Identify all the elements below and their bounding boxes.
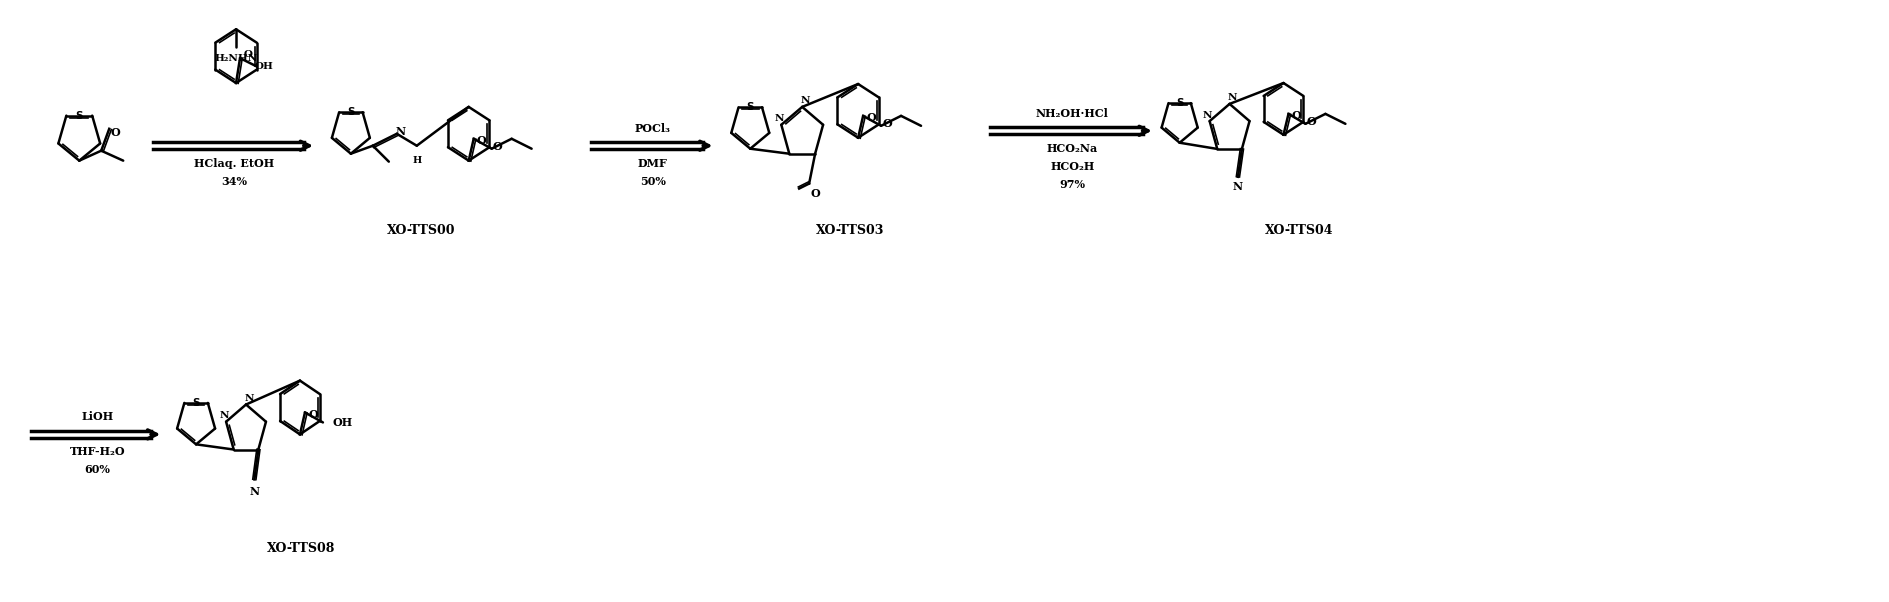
Text: HCO₂Na: HCO₂Na	[1047, 143, 1098, 154]
Text: O: O	[882, 119, 892, 129]
Text: S: S	[746, 102, 754, 113]
Text: O: O	[1305, 116, 1315, 128]
Text: THF-H₂O: THF-H₂O	[70, 446, 125, 458]
Text: O: O	[1290, 110, 1302, 122]
Text: XO-TTS04: XO-TTS04	[1264, 224, 1334, 237]
Text: 34%: 34%	[221, 176, 247, 187]
Text: N: N	[774, 114, 784, 123]
Text: NH₂OH·HCl: NH₂OH·HCl	[1035, 108, 1109, 119]
Text: N: N	[1228, 93, 1237, 102]
Text: N: N	[219, 411, 229, 420]
Text: N: N	[801, 96, 810, 105]
Text: HClaq. EtOH: HClaq. EtOH	[195, 158, 274, 169]
Text: O: O	[865, 113, 875, 123]
Text: O: O	[244, 49, 253, 58]
Text: N: N	[249, 486, 259, 497]
Text: S: S	[193, 398, 200, 408]
Text: XO-TTS00: XO-TTS00	[387, 224, 455, 237]
Text: OH: OH	[255, 61, 274, 70]
Text: XO-TTS08: XO-TTS08	[266, 542, 334, 556]
Text: LiOH: LiOH	[81, 411, 113, 423]
Text: N: N	[244, 394, 253, 403]
Text: N: N	[1201, 111, 1211, 120]
Text: 60%: 60%	[85, 464, 110, 475]
Text: HCO₂H: HCO₂H	[1050, 161, 1094, 172]
Text: O: O	[810, 188, 820, 199]
Text: 50%: 50%	[640, 176, 665, 187]
Text: N: N	[395, 126, 406, 137]
Text: S: S	[76, 111, 83, 120]
Text: 97%: 97%	[1058, 179, 1084, 190]
Text: XO-TTS03: XO-TTS03	[816, 224, 884, 237]
Text: S: S	[348, 107, 355, 117]
Text: H: H	[412, 156, 421, 165]
Text: H₂NHN: H₂NHN	[213, 54, 257, 63]
Text: O: O	[476, 135, 485, 146]
Text: S: S	[1175, 98, 1183, 108]
Text: N: N	[1232, 181, 1243, 192]
Text: O: O	[308, 409, 317, 420]
Text: O: O	[493, 141, 502, 152]
Text: DMF: DMF	[638, 158, 667, 169]
Text: POCl₃: POCl₃	[635, 123, 671, 134]
Text: O: O	[110, 127, 121, 138]
Text: OH: OH	[332, 417, 353, 428]
